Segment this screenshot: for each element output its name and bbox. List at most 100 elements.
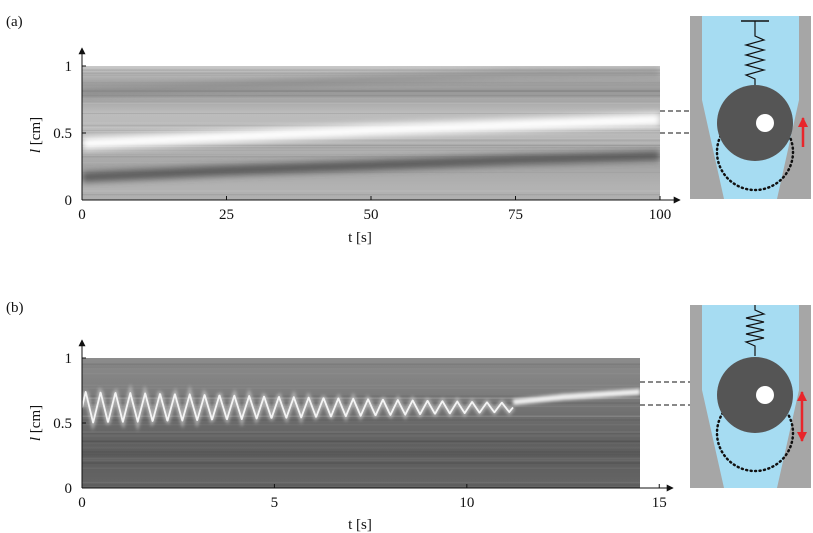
schematic-a-spring (743, 21, 767, 86)
texture-line (82, 156, 660, 158)
texture-line (82, 102, 660, 105)
panel-b-ticks: 0 5 10 15 0 0.5 1 (53, 351, 666, 511)
texture-line (82, 366, 640, 368)
schematic-a-right-wall (777, 16, 811, 199)
texture-line (82, 137, 660, 140)
panel-b-y-label-var: l (28, 437, 44, 441)
panel-a-x-tick-label: 75 (508, 207, 523, 223)
schematic-a-tracer (756, 114, 774, 132)
texture-line (82, 440, 640, 442)
texture-line (82, 467, 640, 469)
panel-a-y-tick-label: 1 (65, 59, 73, 75)
panel-b-y-tick-label: 1 (65, 351, 73, 367)
panel-b-schematic (690, 305, 811, 488)
panel-b-x-tick-label: 0 (78, 495, 86, 511)
texture-line (82, 69, 660, 71)
panel-a-dark-band (82, 150, 660, 183)
texture-line (82, 72, 660, 75)
schematic-a-left-wall (690, 16, 724, 199)
schematic-b-left-wall (690, 305, 724, 488)
texture-line (82, 442, 640, 444)
texture-line (82, 101, 660, 103)
texture-line (82, 90, 660, 92)
panel-b-x-tick-label: 5 (271, 495, 279, 511)
panel-a-heatmap (82, 66, 660, 200)
panel-a-ticks: 0 25 50 75 100 0 0.5 1 (53, 59, 671, 223)
texture-line (82, 139, 660, 141)
texture-line (82, 171, 660, 173)
texture-line (82, 154, 660, 156)
panel-a-y-label-unit: [cm] (28, 117, 44, 149)
texture-line (82, 433, 640, 435)
panel-b-oscillation (82, 391, 514, 424)
panel-a-schematic (690, 16, 811, 199)
panel-b-steady-band (512, 388, 640, 406)
texture-line (82, 395, 640, 397)
panel-b-heatmap-base (82, 358, 640, 488)
panel-a-x-tick-label: 50 (364, 207, 379, 223)
texture-line (82, 82, 660, 85)
texture-line (82, 88, 660, 91)
texture-line (82, 434, 640, 437)
panel-a-y-tick-label: 0 (65, 193, 73, 209)
texture-line (82, 441, 640, 443)
panel-b-y-tick-label: 0.5 (53, 416, 72, 432)
panel-a-x-tick-label: 25 (219, 207, 234, 223)
panel-a-x-tick-label: 0 (78, 207, 86, 223)
texture-line (82, 363, 640, 366)
texture-line (82, 89, 660, 92)
texture-line (82, 193, 660, 196)
panel-b-heatmap (82, 358, 640, 488)
texture-line (82, 405, 640, 408)
texture-line (82, 457, 640, 460)
panel-b-label: (b) (6, 300, 24, 316)
panel-b: (b) 0 5 10 15 0 0.5 1 t [s] l [cm] (6, 300, 811, 533)
texture-line (82, 462, 640, 464)
panel-a-y-tick-label: 0.5 (53, 126, 72, 142)
texture-line (82, 419, 640, 421)
panel-a-y-label: l [cm] (28, 117, 44, 153)
texture-line (82, 154, 660, 156)
panel-b-y-tick-label: 0 (65, 481, 73, 497)
texture-line (82, 384, 640, 386)
texture-line (82, 144, 660, 147)
texture-line (82, 113, 660, 115)
texture-line (82, 451, 640, 453)
texture-line (82, 144, 660, 146)
texture-line (82, 122, 660, 124)
panel-a: (a) 0 25 50 75 100 0 0.5 1 t [s] l [cm] (6, 14, 811, 246)
texture-line (82, 94, 660, 97)
schematic-b-bead (717, 357, 793, 433)
texture-line (82, 373, 640, 375)
texture-line (82, 101, 660, 104)
texture-line (82, 74, 660, 76)
panel-b-x-label: t [s] (348, 517, 372, 533)
texture-line (82, 97, 660, 100)
panel-a-y-label-var: l (28, 149, 44, 153)
texture-line (82, 402, 640, 404)
texture-line (82, 387, 640, 389)
texture-line (82, 453, 640, 456)
panel-b-texture (82, 363, 640, 488)
schematic-a-bead (717, 85, 793, 161)
texture-line (82, 146, 660, 149)
texture-line (82, 423, 640, 426)
texture-line (82, 84, 660, 86)
panel-b-x-tick-label: 15 (652, 495, 667, 511)
panel-b-x-tick-label: 10 (459, 495, 474, 511)
texture-line (82, 446, 640, 449)
texture-line (82, 397, 640, 400)
texture-line (82, 481, 640, 484)
panel-a-x-label: t [s] (348, 230, 372, 246)
panel-a-upper-dark-band (82, 68, 660, 97)
texture-line (82, 149, 660, 151)
texture-line (82, 397, 640, 399)
schematic-b-spring (744, 305, 766, 356)
texture-line (82, 88, 660, 90)
panel-b-y-label-unit: [cm] (28, 405, 44, 437)
panel-a-label: (a) (6, 14, 23, 30)
panel-a-bright-band (82, 113, 660, 150)
texture-line (82, 140, 660, 142)
schematic-b-right-wall (777, 305, 811, 488)
